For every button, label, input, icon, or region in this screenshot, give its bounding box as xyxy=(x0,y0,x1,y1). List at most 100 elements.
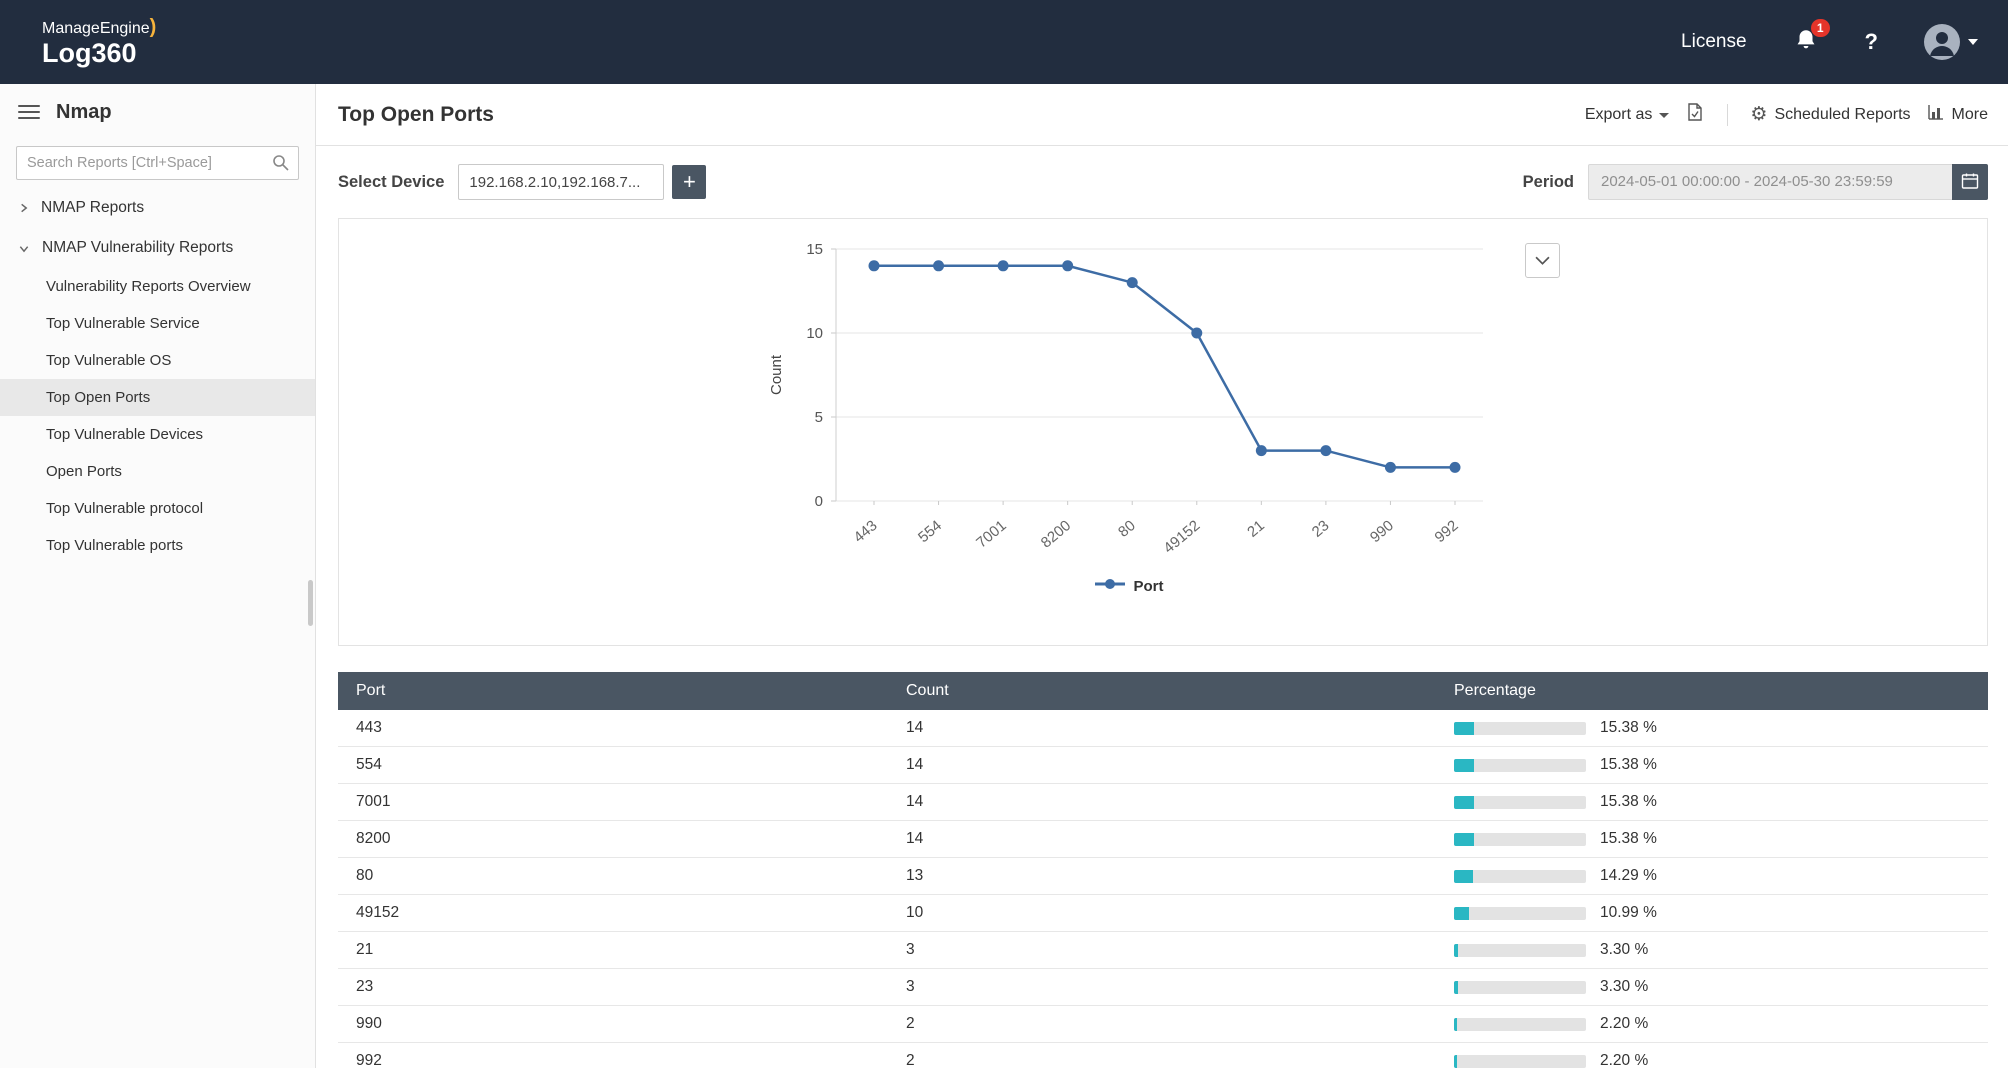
search-icon[interactable] xyxy=(272,154,289,176)
percentage-cell: 15.38 % xyxy=(1436,830,1988,848)
bell-icon xyxy=(1793,29,1819,57)
menu-icon[interactable] xyxy=(18,101,40,123)
sidebar-group-nmap-reports[interactable]: NMAP Reports xyxy=(0,188,315,228)
count-cell: 14 xyxy=(906,719,924,736)
more-button[interactable]: More xyxy=(1927,103,1988,126)
notifications-button[interactable]: 1 xyxy=(1793,18,1830,58)
svg-text:49152: 49152 xyxy=(1160,517,1203,557)
percentage-bar xyxy=(1454,943,1586,957)
export-as-button[interactable]: Export as xyxy=(1585,106,1670,124)
svg-text:15: 15 xyxy=(806,241,823,258)
divider xyxy=(1727,103,1729,126)
port-cell: 80 xyxy=(356,867,374,884)
main-content: Top Open Ports Export as ⚙ Scheduled Rep… xyxy=(316,84,2008,1068)
sidebar-group-nmap-vulnerability-reports[interactable]: NMAP Vulnerability Reports xyxy=(0,228,315,268)
select-device-label: Select Device xyxy=(338,172,445,191)
port-cell: 990 xyxy=(356,1015,382,1032)
percentage-bar xyxy=(1454,869,1586,883)
table-row: 80 13 14.29 % xyxy=(338,858,1988,895)
page-title: Top Open Ports xyxy=(338,102,494,126)
sidebar-item-top-vulnerable-os[interactable]: Top Vulnerable OS xyxy=(46,352,172,369)
count-cell: 14 xyxy=(906,793,924,810)
scheduled-reports-label: Scheduled Reports xyxy=(1774,105,1911,123)
brand-swoosh-icon: ) xyxy=(149,15,157,38)
percentage-cell: 2.20 % xyxy=(1436,1015,1988,1033)
license-link[interactable]: License xyxy=(1681,31,1747,52)
chart-collapse-button[interactable] xyxy=(1525,243,1560,278)
port-cell: 21 xyxy=(356,941,374,958)
svg-text:10: 10 xyxy=(806,325,823,342)
percentage-text: 15.38 % xyxy=(1600,756,1657,773)
svg-text:Count: Count xyxy=(768,354,785,395)
brand-log360: Log360 xyxy=(42,37,137,68)
sidebar-item-open-ports[interactable]: Open Ports xyxy=(46,463,122,480)
device-input[interactable] xyxy=(458,164,665,200)
export-file-button[interactable] xyxy=(1685,102,1705,127)
port-cell: 443 xyxy=(356,719,382,736)
add-device-button[interactable]: + xyxy=(672,165,707,199)
period-field[interactable]: 2024-05-01 00:00:00 - 2024-05-30 23:59:5… xyxy=(1588,164,1988,200)
svg-text:5: 5 xyxy=(815,409,823,426)
count-cell: 14 xyxy=(906,830,924,847)
count-cell: 14 xyxy=(906,756,924,773)
percentage-bar-fill xyxy=(1454,795,1475,809)
chevron-down-icon xyxy=(1968,39,1978,45)
svg-text:990: 990 xyxy=(1367,517,1397,546)
table-row: 554 14 15.38 % xyxy=(338,747,1988,784)
percentage-bar-fill xyxy=(1454,758,1475,772)
calendar-icon xyxy=(1961,172,1979,193)
count-cell: 3 xyxy=(906,941,915,958)
port-cell: 23 xyxy=(356,978,374,995)
percentage-text: 15.38 % xyxy=(1600,793,1657,810)
percentage-text: 3.30 % xyxy=(1600,978,1649,995)
column-header-count: Count xyxy=(906,682,949,699)
percentage-bar xyxy=(1454,1017,1586,1031)
table-row: 990 2 2.20 % xyxy=(338,1006,1988,1043)
percentage-bar-fill xyxy=(1454,869,1473,883)
svg-text:443: 443 xyxy=(850,517,880,546)
percentage-cell: 15.38 % xyxy=(1436,719,1988,737)
sidebar-group-label: NMAP Vulnerability Reports xyxy=(42,239,234,256)
user-menu[interactable] xyxy=(1924,24,1978,60)
legend-label: Port xyxy=(1133,577,1164,595)
topbar: ManageEngine) Log360 License 1 ? xyxy=(0,0,2008,84)
percentage-text: 15.38 % xyxy=(1600,719,1657,736)
port-cell: 8200 xyxy=(356,830,391,847)
chevron-right-icon xyxy=(21,203,28,213)
percentage-text: 15.38 % xyxy=(1600,830,1657,847)
sidebar-item-vulnerability-reports-overview[interactable]: Vulnerability Reports Overview xyxy=(46,278,251,295)
sidebar-item-top-open-ports[interactable]: Top Open Ports xyxy=(0,379,315,416)
table-row: 992 2 2.20 % xyxy=(338,1043,1988,1068)
brand-manageengine: ManageEngine xyxy=(42,19,150,37)
chevron-down-icon xyxy=(1535,256,1550,265)
percentage-cell: 3.30 % xyxy=(1436,941,1988,959)
percentage-cell: 15.38 % xyxy=(1436,793,1988,811)
sidebar-item-top-vulnerable-ports[interactable]: Top Vulnerable ports xyxy=(46,537,184,554)
caret-down-icon xyxy=(1659,113,1670,118)
sidebar-item-top-vulnerable-devices[interactable]: Top Vulnerable Devices xyxy=(46,426,204,443)
percentage-cell: 14.29 % xyxy=(1436,867,1988,885)
bar-chart-icon xyxy=(1927,103,1945,126)
legend-marker-icon xyxy=(1094,577,1125,595)
count-cell: 13 xyxy=(906,867,924,884)
sidebar-item-top-vulnerable-protocol[interactable]: Top Vulnerable protocol xyxy=(46,500,204,517)
svg-text:21: 21 xyxy=(1244,517,1268,541)
percentage-bar-fill xyxy=(1454,1054,1457,1068)
sidebar-group-label: NMAP Reports xyxy=(41,199,145,216)
count-cell: 2 xyxy=(906,1015,915,1032)
percentage-text: 3.30 % xyxy=(1600,941,1649,958)
table-row: 49152 10 10.99 % xyxy=(338,895,1988,932)
calendar-button[interactable] xyxy=(1952,164,1988,200)
table-row: 21 3 3.30 % xyxy=(338,932,1988,969)
notification-badge: 1 xyxy=(1810,18,1830,37)
scheduled-reports-button[interactable]: ⚙ Scheduled Reports xyxy=(1750,105,1910,124)
table-row: 8200 14 15.38 % xyxy=(338,821,1988,858)
sidebar-item-top-vulnerable-service[interactable]: Top Vulnerable Service xyxy=(46,315,200,332)
percentage-cell: 15.38 % xyxy=(1436,756,1988,774)
table-body: 443 14 15.38 % 554 14 15.38 % 7001 14 15.38 % 820… xyxy=(338,710,1988,1068)
sidebar-collapse-handle[interactable] xyxy=(308,580,313,626)
help-button[interactable]: ? xyxy=(1864,29,1878,54)
percentage-cell: 2.20 % xyxy=(1436,1052,1988,1068)
search-input[interactable] xyxy=(16,146,299,180)
chart-legend[interactable]: Port xyxy=(639,577,1619,595)
